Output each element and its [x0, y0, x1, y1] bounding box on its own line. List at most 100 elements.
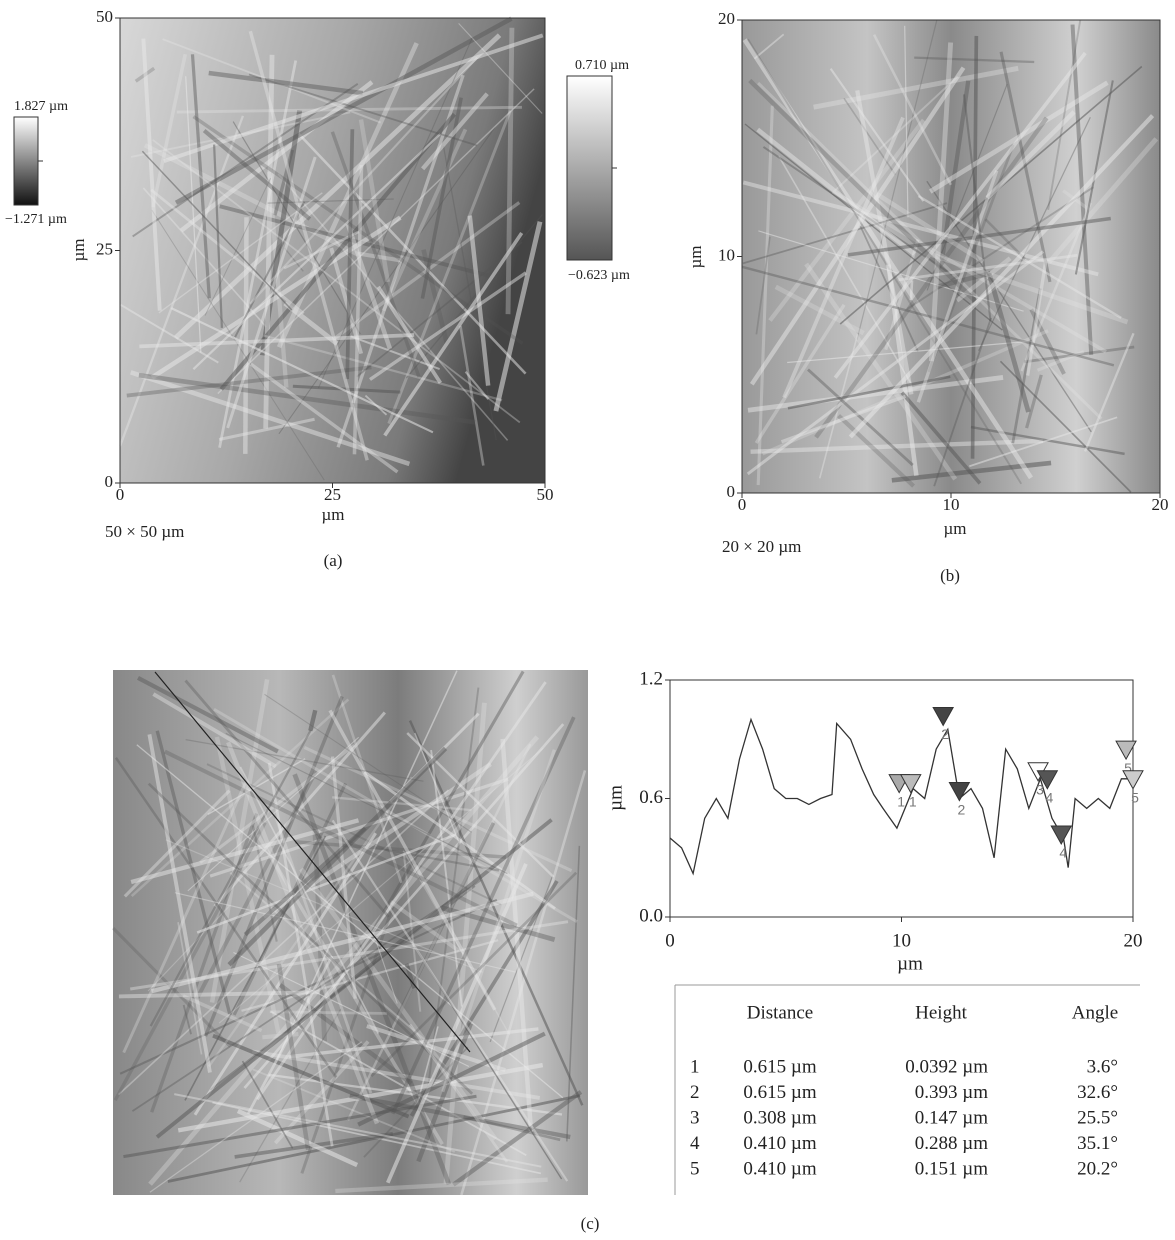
fiber: [150, 891, 534, 994]
x-axis-label: µm: [321, 505, 344, 524]
fiber: [113, 821, 267, 1102]
fiber: [243, 826, 367, 937]
y-axis-label: µm: [69, 238, 88, 261]
cursor-marker: [1050, 825, 1073, 846]
fiber: [131, 879, 482, 1112]
fiber: [123, 1094, 477, 1159]
fiber: [933, 317, 992, 487]
fiber: [262, 762, 492, 919]
fiber: [170, 307, 434, 434]
fiber: [356, 241, 523, 378]
fiber: [358, 251, 402, 263]
fiber: [252, 1068, 456, 1153]
table-cell: 5: [690, 1158, 700, 1179]
fiber: [909, 280, 914, 301]
fiber: [283, 247, 304, 272]
y-tick-label: 0: [727, 482, 736, 501]
fiber: [782, 116, 905, 399]
fiber: [829, 68, 925, 202]
fiber: [243, 217, 249, 454]
fiber: [246, 955, 334, 1115]
fiber: [182, 994, 263, 1033]
fiber: [225, 732, 508, 875]
fiber: [143, 143, 360, 257]
fiber: [754, 303, 846, 444]
fiber: [148, 735, 540, 1186]
fiber: [839, 65, 1143, 325]
fiber: [856, 20, 938, 340]
fiber: [138, 372, 476, 425]
cursor-marker: [899, 774, 922, 794]
fiber: [349, 1093, 571, 1140]
fiber: [292, 773, 452, 1186]
fiber: [147, 734, 212, 1073]
fiber: [833, 75, 959, 192]
fiber: [276, 963, 311, 1151]
fiber: [151, 209, 325, 481]
table-cell: 20.2°: [1077, 1158, 1118, 1179]
fiber: [408, 720, 584, 1106]
fiber: [999, 360, 1132, 493]
x-tick-label: 0: [665, 930, 675, 951]
table-cell: 0.410 µm: [743, 1133, 816, 1154]
fiber: [848, 114, 1155, 439]
fiber: [741, 265, 1115, 367]
fiber: [185, 76, 202, 353]
fiber: [249, 362, 399, 474]
fiber: [928, 42, 954, 362]
x-tick-label: 50: [537, 485, 554, 504]
fiber: [158, 192, 323, 314]
profile-line: [669, 717, 1133, 876]
fiber: [269, 1010, 387, 1015]
fiber: [986, 272, 1031, 413]
fiber: [406, 732, 555, 878]
fiber: [756, 105, 774, 486]
fiber: [357, 1031, 546, 1127]
fiber: [833, 51, 1087, 379]
fiber: [872, 34, 953, 186]
fiber: [500, 738, 534, 1133]
cursor-marker: [1036, 770, 1059, 790]
fiber: [768, 118, 926, 322]
fiber: [130, 818, 360, 885]
fiber: [421, 249, 450, 345]
fiber: [241, 1060, 294, 1149]
fiber: [126, 365, 372, 398]
fiber: [196, 833, 457, 934]
fiber: [391, 716, 576, 1115]
cursor-label: 2: [957, 801, 965, 817]
fiber: [236, 1108, 359, 1168]
fiber: [408, 1023, 509, 1163]
fiber: [370, 670, 525, 933]
fiber: [904, 25, 909, 218]
fiber: [459, 325, 485, 466]
cursor-label: 4: [1059, 845, 1067, 861]
fiber: [239, 1008, 342, 1183]
x-axis-label: µm: [943, 519, 966, 538]
fiber: [208, 70, 364, 96]
fiber: [804, 262, 958, 481]
profile-section-line: [154, 671, 471, 1053]
fiber: [259, 109, 303, 356]
fiber: [192, 133, 442, 371]
fiber: [149, 729, 312, 1027]
fiber: [421, 92, 489, 171]
fiber: [742, 38, 1033, 480]
x-tick-label: 20: [1152, 495, 1169, 514]
fiber: [416, 1022, 473, 1163]
fiber: [165, 839, 483, 973]
colorbar-max: 0.710 µm: [575, 58, 629, 73]
colorbar: [566, 75, 613, 261]
fiber: [1011, 288, 1042, 444]
fiber: [931, 252, 1129, 325]
table-cell: 0.288 µm: [915, 1133, 988, 1154]
colorbar-min: −1.271 µm: [5, 212, 67, 227]
fiber: [375, 846, 500, 872]
fiber: [283, 230, 360, 270]
table-cell: 0.0392 µm: [905, 1056, 988, 1077]
scan-size: 50 × 50 µm: [105, 522, 184, 541]
table-cell: 4: [690, 1133, 700, 1154]
fiber: [204, 178, 271, 316]
fiber: [460, 770, 587, 1196]
